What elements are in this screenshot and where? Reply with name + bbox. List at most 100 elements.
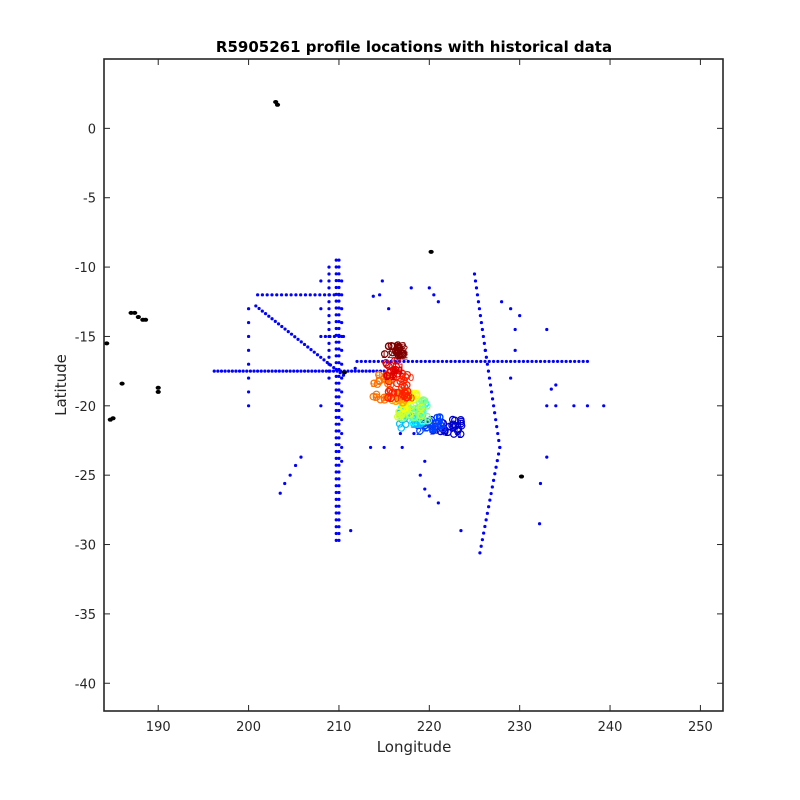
historical-point [327,265,331,269]
float-profile-label: 5 [415,398,421,409]
historical-point [459,529,463,533]
historical-point [462,359,466,364]
historical-point [246,390,251,394]
float-profile-marker [403,387,412,395]
historical-point [321,369,325,373]
historical-point [296,337,300,341]
historical-point [246,334,251,339]
historical-point [334,422,338,426]
historical-point [472,272,477,276]
historical-point [270,317,274,321]
historical-point [493,411,497,415]
historical-point [274,369,278,373]
historical-point [337,395,341,399]
float-profile-marker [395,346,403,355]
historical-point [260,293,265,297]
historical-point [480,538,485,542]
historical-point [334,306,338,310]
historical-point [436,501,440,505]
historical-point [337,443,341,447]
land-point [104,341,110,346]
historical-point [504,359,508,364]
historical-point [327,327,331,332]
historical-point [334,265,338,269]
historical-point [230,369,234,373]
historical-point [483,524,487,529]
historical-point [278,491,282,495]
chart-title: R5905261 profile locations with historic… [216,38,612,56]
historical-point [545,327,549,332]
historical-point [337,415,341,419]
historical-point [453,359,457,364]
historical-point [234,369,238,373]
historical-point [335,368,339,372]
historical-point [387,307,391,311]
float-profile-label: 10 [393,372,406,383]
historical-point [484,355,488,359]
historical-point [313,369,318,373]
historical-point [334,272,338,276]
historical-point [577,359,581,364]
x-tick-label: 220 [417,720,442,735]
historical-point [327,369,331,373]
float-profile-marker [380,393,388,402]
y-tick-label: -40 [75,677,96,692]
historical-point [303,369,307,373]
historical-point [521,359,526,364]
historical-data-layer [212,258,606,555]
float-profile-marker [387,394,395,402]
historical-point [327,279,331,283]
historical-point [423,359,427,364]
land-point [155,385,161,390]
historical-point [334,463,338,467]
historical-point [283,481,287,486]
historical-point [317,369,321,373]
historical-point [313,293,317,297]
historical-point [334,477,338,481]
historical-point [289,332,294,336]
x-tick-label: 210 [327,720,352,735]
historical-point [364,369,368,373]
historical-point [479,544,483,548]
float-profile-label: 11 [384,372,397,383]
float-profile-marker [370,379,378,388]
float-profile-label: 8 [397,393,403,404]
historical-point [398,431,402,436]
historical-point [410,359,415,364]
historical-point [310,369,314,373]
historical-point [494,465,498,469]
historical-point [402,359,406,364]
historical-point [322,358,326,362]
historical-point [474,286,479,290]
float-profile-marker [456,430,465,438]
historical-point [299,369,303,373]
historical-point [368,369,372,373]
historical-point [337,285,341,290]
y-tick-label: -20 [75,400,96,415]
historical-point [337,470,341,474]
historical-point [549,387,553,391]
historical-point [406,359,410,364]
historical-point [288,473,292,477]
historical-point [334,518,338,522]
historical-point [353,369,357,373]
historical-point [337,497,341,501]
land-point [142,317,149,322]
historical-point [331,369,336,373]
float-profile-marker [383,372,392,380]
historical-point [359,359,363,364]
historical-point [415,359,419,364]
historical-point [328,334,332,339]
historical-point [281,369,285,373]
historical-point [338,371,342,375]
historical-point [284,369,289,373]
float-profile-label: 2 [436,413,442,424]
historical-point [545,404,549,408]
historical-point [526,359,530,364]
y-tick-label: -5 [83,192,96,207]
historical-point [360,369,365,373]
historical-point [585,404,590,408]
float-profile-label: 3 [400,415,406,426]
float-profile-marker [380,350,389,358]
historical-point [325,360,329,365]
